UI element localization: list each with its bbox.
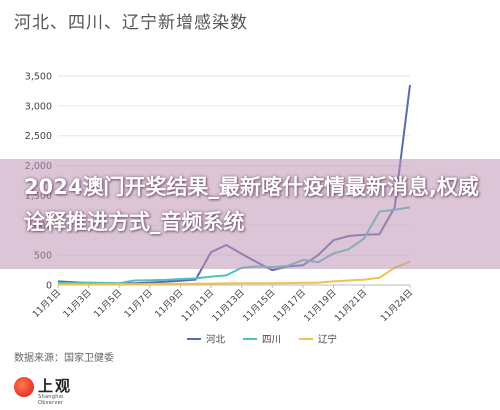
x-tick-label: 11月13日 — [210, 287, 247, 324]
y-tick-label: 2,500 — [25, 131, 52, 142]
legend-label: 河北 — [206, 334, 226, 346]
x-tick-label: 11月17日 — [271, 287, 308, 324]
x-tick-label: 11月11日 — [179, 287, 216, 324]
logo-mark-icon — [14, 377, 34, 397]
x-tick-label: 11月21日 — [333, 287, 370, 324]
overlay-text: 2024澳门开奖结果_最新喀什疫情最新消息,权威诠释推进方式_音频系统 — [24, 175, 479, 234]
x-tick-label: 11月19日 — [302, 287, 339, 324]
logo-subtext: Shanghai Observer — [38, 394, 64, 406]
legend-label: 辽宁 — [318, 334, 337, 346]
y-tick-label: 0 — [46, 281, 52, 292]
series-line-2 — [57, 260, 411, 286]
y-tick-label: 3,500 — [25, 72, 52, 83]
x-tick-label: 11月24日 — [378, 287, 415, 324]
x-tick-label: 11月7日 — [122, 287, 155, 320]
logo-text: 上观 — [38, 377, 73, 395]
x-tick-label: 11月15日 — [241, 287, 278, 324]
legend-label: 四川 — [262, 335, 281, 346]
x-tick-label: 11月3日 — [61, 287, 94, 320]
chart-title: 河北、四川、辽宁新增感染数 — [14, 13, 248, 33]
y-tick-label: 3,000 — [25, 101, 52, 112]
x-tick-label: 11月5日 — [92, 287, 125, 320]
overlay-banner — [0, 159, 500, 269]
x-tick-label: 11月1日 — [30, 287, 63, 320]
data-source-note: 数据来源：国家卫健委 — [14, 353, 114, 364]
logo: 上观 Shanghai Observer — [14, 373, 88, 406]
